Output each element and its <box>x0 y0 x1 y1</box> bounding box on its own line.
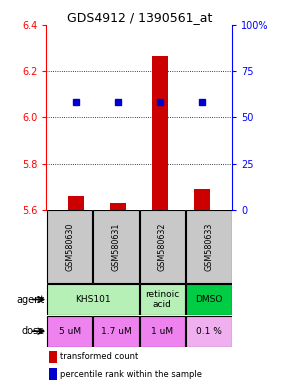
Text: agent: agent <box>16 295 45 305</box>
Title: GDS4912 / 1390561_at: GDS4912 / 1390561_at <box>66 11 212 24</box>
FancyBboxPatch shape <box>140 316 185 347</box>
Text: 0.1 %: 0.1 % <box>196 327 222 336</box>
FancyBboxPatch shape <box>186 284 231 315</box>
Text: 5 uM: 5 uM <box>59 327 81 336</box>
FancyBboxPatch shape <box>47 284 139 315</box>
Text: retinoic
acid: retinoic acid <box>145 290 180 309</box>
Bar <box>195 189 211 210</box>
Bar <box>110 203 126 210</box>
FancyBboxPatch shape <box>140 210 185 283</box>
FancyBboxPatch shape <box>93 210 139 283</box>
Text: dose: dose <box>21 326 45 336</box>
Text: 1.7 uM: 1.7 uM <box>101 327 131 336</box>
Bar <box>49 351 57 362</box>
Bar <box>68 196 84 210</box>
Text: percentile rank within the sample: percentile rank within the sample <box>60 370 202 379</box>
FancyBboxPatch shape <box>93 316 139 347</box>
Text: GSM580632: GSM580632 <box>158 222 167 271</box>
Text: GSM580630: GSM580630 <box>65 223 74 271</box>
Text: 1 uM: 1 uM <box>151 327 173 336</box>
Text: DMSO: DMSO <box>195 295 222 304</box>
FancyBboxPatch shape <box>47 210 92 283</box>
FancyBboxPatch shape <box>186 316 231 347</box>
FancyBboxPatch shape <box>47 316 92 347</box>
Text: transformed count: transformed count <box>60 352 139 361</box>
Text: GSM580633: GSM580633 <box>204 223 213 271</box>
FancyBboxPatch shape <box>186 210 231 283</box>
Bar <box>152 56 168 210</box>
FancyBboxPatch shape <box>140 284 185 315</box>
Text: GSM580631: GSM580631 <box>111 223 121 271</box>
Text: KHS101: KHS101 <box>75 295 110 304</box>
Bar <box>49 369 57 380</box>
